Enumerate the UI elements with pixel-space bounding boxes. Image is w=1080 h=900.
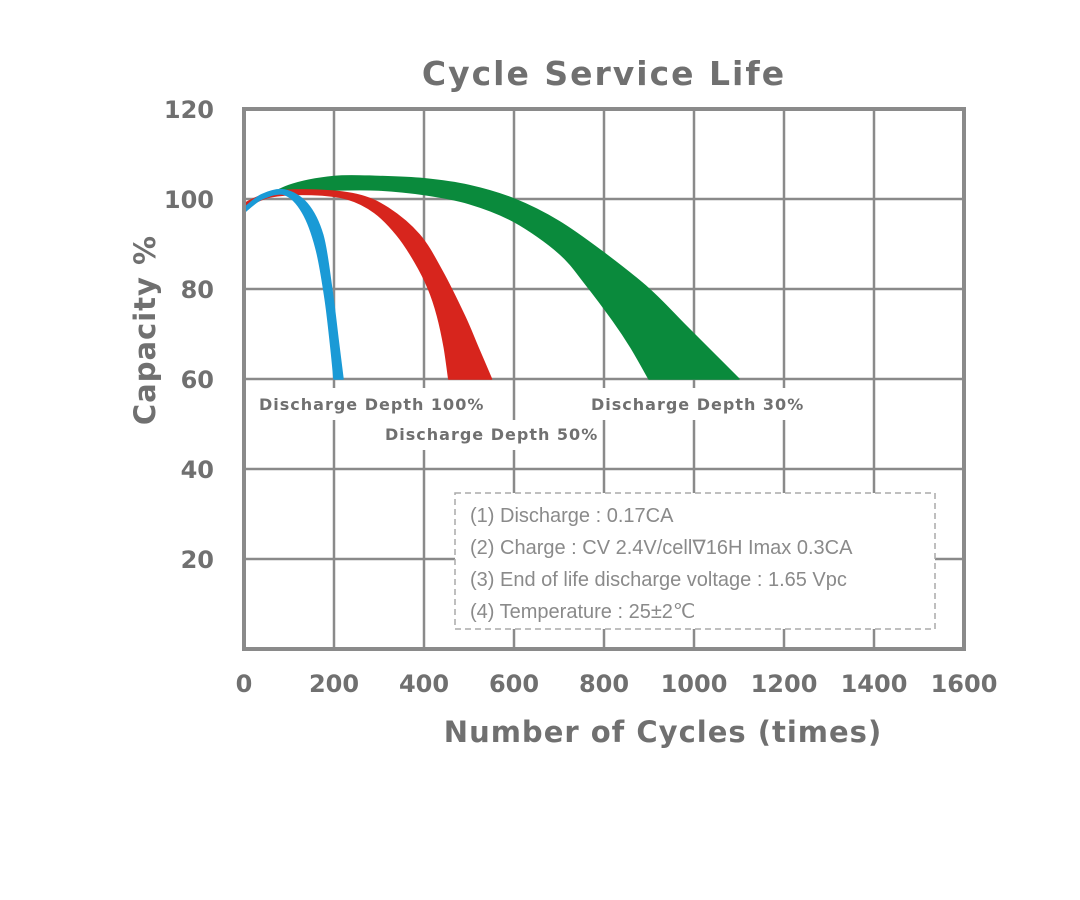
note-discharge: (1) Discharge : 0.17CA bbox=[470, 505, 674, 527]
y-tick-label: 100 bbox=[164, 186, 214, 214]
series-band-depth-50 bbox=[243, 189, 493, 380]
x-tick-label: 1000 bbox=[661, 670, 728, 698]
series-label-depth-100: Discharge Depth 100% bbox=[259, 395, 484, 414]
x-tick-label: 200 bbox=[309, 670, 359, 698]
chart-title: Cycle Service Life bbox=[422, 54, 786, 93]
series-band-depth-100 bbox=[243, 188, 344, 380]
series-group bbox=[243, 174, 740, 380]
label-backing-50 bbox=[380, 420, 602, 450]
series-label-depth-50: Discharge Depth 50% bbox=[385, 425, 598, 444]
plot-frame bbox=[242, 107, 966, 651]
series-band-depth-30 bbox=[243, 174, 740, 380]
y-tick-label: 120 bbox=[164, 96, 214, 124]
note-end-of-life-voltage: (3) End of life discharge voltage : 1.65… bbox=[470, 569, 847, 591]
note-charge: (2) Charge : CV 2.4V/cell∇16H Imax 0.3CA bbox=[470, 537, 853, 559]
x-tick-label: 0 bbox=[236, 670, 253, 698]
note-temperature: (4) Temperature : 25±2℃ bbox=[470, 601, 695, 623]
y-axis-title: Capacity % bbox=[128, 235, 162, 425]
x-tick-label: 400 bbox=[399, 670, 449, 698]
y-tick-label: 80 bbox=[181, 276, 214, 304]
conditions-note-box bbox=[454, 492, 936, 630]
y-tick-label: 20 bbox=[181, 546, 214, 574]
label-backing-30 bbox=[587, 388, 807, 420]
x-axis-title: Number of Cycles (times) bbox=[444, 715, 882, 749]
y-tick-label: 40 bbox=[181, 456, 214, 484]
y-tick-label: 60 bbox=[181, 366, 214, 394]
x-tick-label: 1200 bbox=[751, 670, 818, 698]
x-tick-label: 1600 bbox=[931, 670, 998, 698]
label-backing-100 bbox=[255, 388, 511, 420]
series-label-depth-30: Discharge Depth 30% bbox=[591, 395, 804, 414]
x-tick-label: 600 bbox=[489, 670, 539, 698]
axis-ticks: 0 200 400 600 800 1000 1200 1400 1600 20 40 60 80 100… bbox=[164, 96, 998, 698]
x-tick-label: 800 bbox=[579, 670, 629, 698]
x-tick-label: 1400 bbox=[841, 670, 908, 698]
